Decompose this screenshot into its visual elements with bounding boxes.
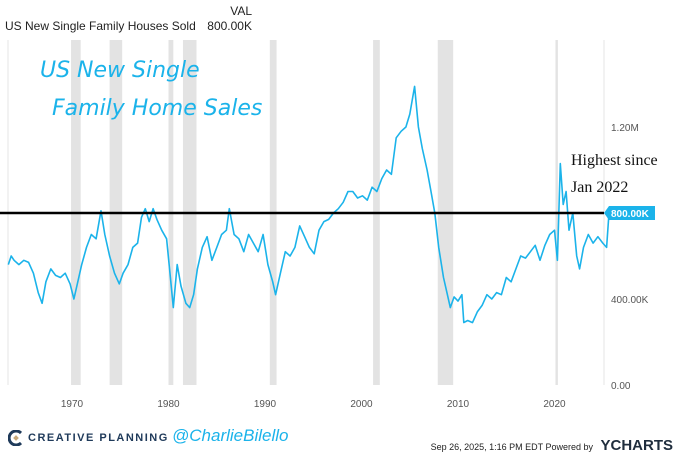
ycharts-logo: YCHARTS [600,437,673,454]
x-tick-label: 2010 [447,399,470,410]
x-tick-label: 1970 [61,399,84,410]
x-tick-label: 1990 [254,399,277,410]
annotation-title-2: Family Home Sales [52,96,263,121]
series-name: US New Single Family Houses Sold [5,19,196,33]
y-tick-label: 1.20M [611,123,639,134]
y-tick-label: 0.00 [611,381,631,392]
x-tick-label: 2000 [350,399,373,410]
x-tick-label: 2020 [543,399,566,410]
annotation-note-2: Jan 2022 [571,179,629,196]
val-header: VAL [230,4,252,18]
last-value-tag [604,206,655,220]
last-value-label: 800.00K [611,209,650,220]
creative-planning-logo-icon [8,430,24,446]
annotation-note-1: Highest since [571,152,658,169]
series-line [7,85,610,324]
brand-name: CREATIVE PLANNING [28,432,169,444]
series-value: 800.00K [207,19,252,33]
x-tick-label: 1980 [157,399,180,410]
annotation-title-1: US New Single [40,58,200,83]
y-tick-label: 400.00K [611,295,649,306]
twitter-handle: @CharlieBilello [172,426,289,445]
timestamp: Sep 26, 2025, 1:16 PM EDT Powered by [430,442,593,452]
